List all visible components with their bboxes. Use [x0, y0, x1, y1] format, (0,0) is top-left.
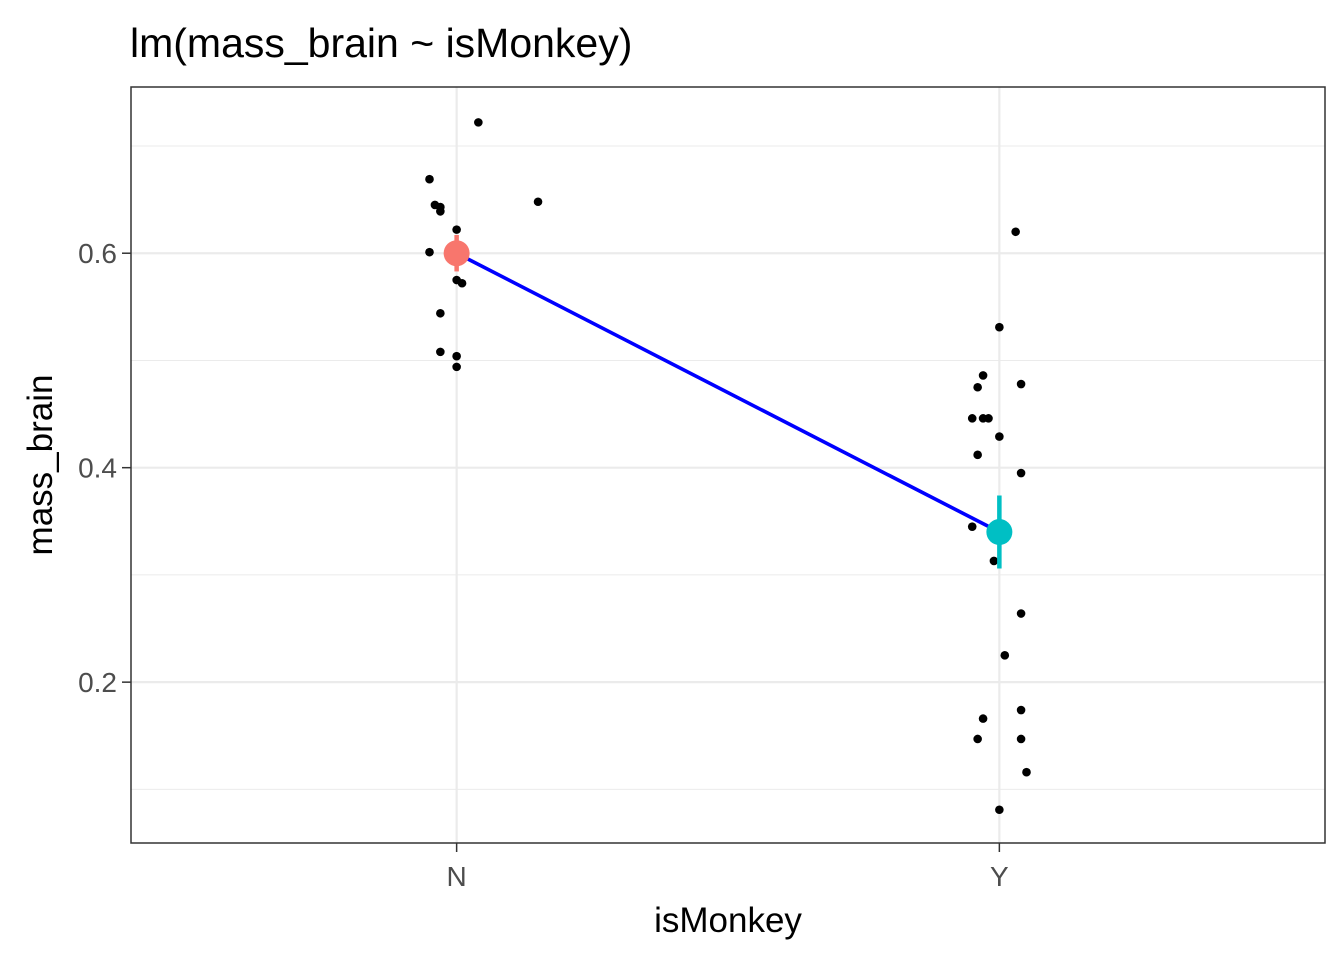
y-tick-label: 0.4 [78, 453, 117, 484]
data-point [967, 522, 977, 531]
y-axis-title: mass_brain [21, 375, 60, 556]
fit-line [455, 251, 1001, 534]
group-estimates [443, 234, 1013, 569]
data-point [452, 351, 461, 361]
group-mean-point [443, 240, 470, 267]
data-point [1000, 651, 1010, 660]
x-axis-title: isMonkey [654, 901, 802, 940]
data-point [425, 247, 434, 257]
data-point [425, 174, 434, 184]
data-point [436, 347, 445, 357]
plot-border [130, 86, 1326, 844]
data-point [1016, 468, 1026, 478]
grid-major [131, 87, 1325, 843]
data-point [533, 197, 543, 207]
chart-title: lm(mass_brain ~ isMonkey) [130, 20, 632, 66]
data-points [425, 118, 1031, 815]
data-point [995, 432, 1004, 441]
y-tick-label: 0.2 [78, 667, 117, 698]
y-axis: 0.2 0.4 0.6 [78, 238, 131, 698]
data-point [973, 382, 982, 392]
grid-minor [131, 145, 1325, 790]
y-tick-label: 0.6 [78, 238, 117, 269]
data-point [989, 556, 999, 566]
group-mean-point [986, 519, 1013, 546]
data-point [995, 805, 1004, 815]
plot-background [131, 87, 1325, 843]
data-point [978, 371, 988, 380]
data-point [436, 308, 445, 318]
data-point [973, 450, 982, 460]
data-point [978, 714, 988, 723]
data-point [474, 118, 483, 127]
data-point [973, 734, 982, 744]
data-point [1011, 227, 1020, 237]
data-point [436, 207, 445, 216]
data-point [1022, 767, 1031, 777]
data-point [1016, 705, 1026, 715]
fit-line-group [455, 251, 1001, 534]
data-point [1016, 734, 1026, 744]
x-tick-label: N [447, 861, 467, 892]
data-point [452, 362, 461, 372]
data-point [452, 225, 461, 234]
data-point [457, 278, 467, 288]
data-point [984, 414, 993, 423]
data-point [1016, 609, 1026, 618]
data-point [1016, 379, 1026, 389]
data-point [995, 322, 1004, 332]
data-point [967, 414, 977, 423]
x-tick-label: Y [990, 861, 1009, 892]
